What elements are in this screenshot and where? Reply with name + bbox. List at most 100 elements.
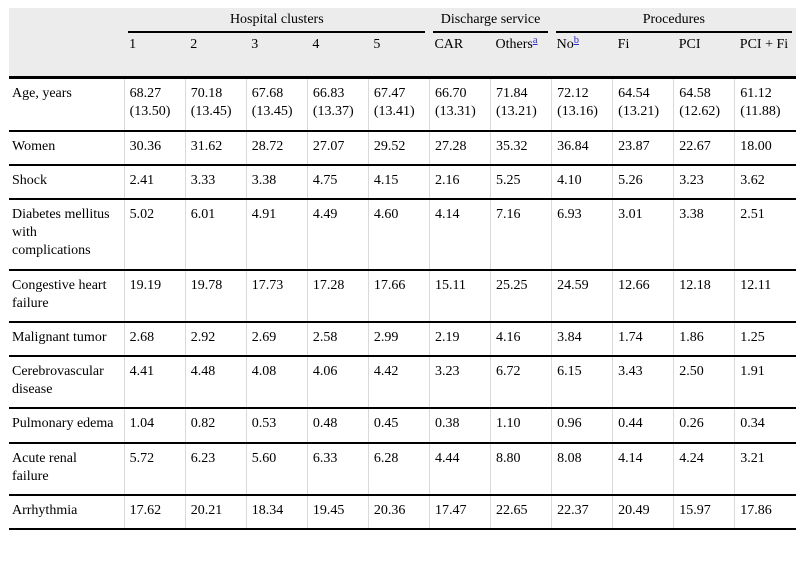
table-row-shock: Shock 2.41 3.33 3.38 4.75 4.15 2.16 5.25 4.10 5.2… <box>9 164 796 200</box>
table-cell: 17.62 <box>123 495 186 531</box>
table-cell: 5.60 <box>245 442 308 497</box>
table-cell: 0.44 <box>612 408 674 444</box>
table-cell: 22.37 <box>551 495 613 531</box>
table-cell: 4.15 <box>367 164 430 200</box>
table-cell: 3.84 <box>551 321 613 358</box>
table-cell: 2.19 <box>428 321 491 358</box>
table-cell: 2.92 <box>184 321 247 358</box>
table-cell: 4.16 <box>490 321 552 358</box>
table-cell: 4.14 <box>428 198 491 271</box>
table-row-acute-renal-failure: Acute renal failure 5.72 6.23 5.60 6.33 6.28 4… <box>9 442 796 497</box>
column-header-5: 5 <box>368 33 430 80</box>
group-header-label: Hospital clusters <box>128 8 426 34</box>
table-cell: 3.21 <box>734 442 796 497</box>
table-cell: 22.65 <box>490 495 552 531</box>
table-cell: 19.45 <box>306 495 369 531</box>
table-cell: 6.15 <box>551 356 613 410</box>
table-cell: 4.44 <box>428 442 491 497</box>
column-header-label: No <box>556 37 574 53</box>
column-header-3: 3 <box>246 33 308 80</box>
column-header-label: PCI <box>678 37 701 53</box>
table-cell: 6.28 <box>367 442 430 497</box>
table-cell: 36.84 <box>551 130 613 166</box>
table-cell: 1.04 <box>123 408 186 444</box>
table-cell: 17.66 <box>367 269 430 323</box>
table-cell: 1.91 <box>734 356 796 410</box>
table-cell: 1.86 <box>673 321 735 358</box>
table-cell: 4.42 <box>367 356 430 410</box>
table-cell: 31.62 <box>184 130 247 166</box>
table-cell: 0.53 <box>245 408 308 444</box>
table-header: Hospital clusters Discharge service Proced… <box>9 8 796 80</box>
column-header-label: CAR <box>434 37 464 53</box>
column-header-others: Othersa <box>490 33 552 80</box>
table-cell: 8.80 <box>490 442 552 497</box>
table-cell: 17.28 <box>306 269 369 323</box>
table-cell: 2.58 <box>306 321 369 358</box>
table-cell: 28.72 <box>245 130 308 166</box>
table-cell: 67.47 (13.41) <box>367 77 430 132</box>
column-header-car: CAR <box>429 33 491 80</box>
table-cell: 12.18 <box>673 269 735 323</box>
row-label: Age, years <box>9 77 125 132</box>
column-header-label: 3 <box>251 37 259 53</box>
table-cell: 5.02 <box>123 198 186 271</box>
table-cell: 0.34 <box>734 408 796 444</box>
table-cell: 1.10 <box>490 408 552 444</box>
table-cell: 30.36 <box>123 130 186 166</box>
column-header-fi: Fi <box>612 33 674 80</box>
row-label: Pulmonary edema <box>9 408 125 444</box>
footnote-link-b[interactable]: b <box>573 35 579 47</box>
group-header-procedures: Procedures <box>551 8 796 34</box>
table-cell: 4.60 <box>367 198 430 271</box>
table-cell: 4.48 <box>184 356 247 410</box>
column-header-label: 1 <box>129 37 137 53</box>
table-cell: 18.00 <box>734 130 796 166</box>
table-cell: 2.41 <box>123 164 186 200</box>
column-header-label: 4 <box>312 37 320 53</box>
table-cell: 17.73 <box>245 269 308 323</box>
table-body: Age, years 68.27 (13.50) 70.18 (13.45) 67.6… <box>9 77 796 531</box>
row-label: Arrhythmia <box>9 495 125 531</box>
table-cell: 64.54 (13.21) <box>612 77 674 132</box>
table-row-women: Women 30.36 31.62 28.72 27.07 29.52 27.28 35.32… <box>9 130 796 166</box>
table-row-congestive-heart-failure: Congestive heart failure 19.19 19.78 17.73 1… <box>9 269 796 323</box>
table-cell: 20.21 <box>184 495 247 531</box>
column-header-label: Fi <box>617 37 630 53</box>
row-label: Congestive heart failure <box>9 269 125 323</box>
table-cell: 17.86 <box>734 495 796 531</box>
table-cell: 15.97 <box>673 495 735 531</box>
table-cell: 0.45 <box>367 408 430 444</box>
footnote-link-a[interactable]: a <box>532 35 538 47</box>
table-cell: 23.87 <box>612 130 674 166</box>
column-header-pci-fi: PCI + Fi <box>734 33 796 80</box>
table-cell: 19.78 <box>184 269 247 323</box>
table-cell: 29.52 <box>367 130 430 166</box>
table-cell: 4.06 <box>306 356 369 410</box>
table-cell: 6.72 <box>490 356 552 410</box>
group-header-label: Discharge service <box>433 8 548 34</box>
table-cell: 24.59 <box>551 269 613 323</box>
table-row-diabetes-mellitus-with-complications: Diabetes mellitus with complications 5.02… <box>9 198 796 271</box>
table-cell: 1.74 <box>612 321 674 358</box>
column-header-1: 1 <box>124 33 186 80</box>
table-cell: 3.23 <box>673 164 735 200</box>
table-cell: 4.41 <box>123 356 186 410</box>
table-cell: 4.24 <box>673 442 735 497</box>
column-header-label: 5 <box>373 37 381 53</box>
table-cell: 3.38 <box>673 198 735 271</box>
column-header-label: Others <box>495 37 533 53</box>
table-cell: 27.07 <box>306 130 369 166</box>
table-cell: 12.66 <box>612 269 674 323</box>
column-header-row: 1 2 3 4 5 CAR Othersa Nob Fi PCI PCI + Fi <box>9 33 796 80</box>
table-cell: 4.91 <box>245 198 308 271</box>
table-cell: 61.12 (11.88) <box>734 77 796 132</box>
row-label: Malignant tumor <box>9 321 125 358</box>
table-cell: 3.33 <box>184 164 247 200</box>
table-row-arrhythmia: Arrhythmia 17.62 20.21 18.34 19.45 20.36 17.47… <box>9 495 796 531</box>
row-label: Women <box>9 130 125 166</box>
table-cell: 20.36 <box>367 495 430 531</box>
table-cell: 0.26 <box>673 408 735 444</box>
group-header-label: Procedures <box>555 8 792 34</box>
clinical-characteristics-table: Hospital clusters Discharge service Proced… <box>9 8 796 531</box>
